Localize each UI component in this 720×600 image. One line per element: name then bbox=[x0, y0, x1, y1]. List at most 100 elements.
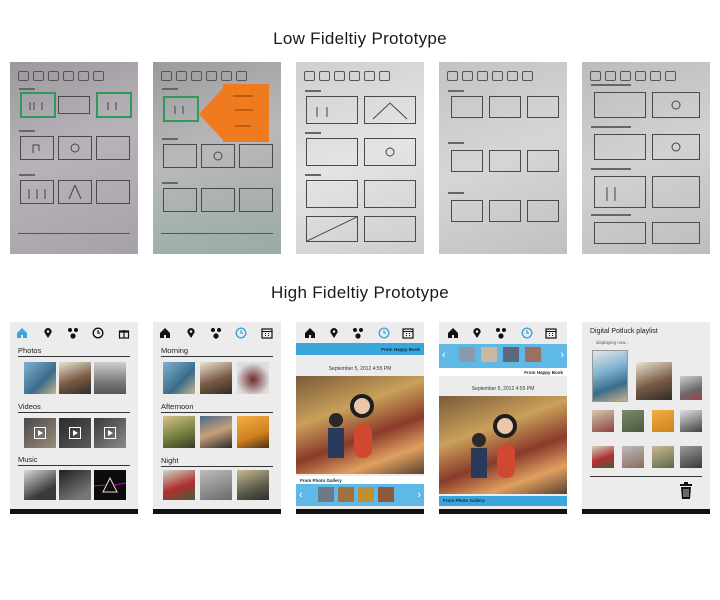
section-title: Videos bbox=[18, 402, 41, 411]
photo-thumbnail[interactable] bbox=[163, 362, 195, 394]
section-title: Morning bbox=[161, 346, 189, 355]
photo-thumbnail[interactable] bbox=[59, 362, 91, 394]
happybook-thumbnail[interactable] bbox=[481, 347, 497, 362]
sketch-4 bbox=[439, 62, 567, 254]
chevron-left-icon[interactable]: ‹ bbox=[299, 489, 303, 501]
featured-photo[interactable] bbox=[296, 376, 424, 474]
playlist-title: Digital Potluck playlist bbox=[590, 328, 658, 335]
clock-icon[interactable] bbox=[235, 326, 247, 339]
chevron-left-icon[interactable]: ‹ bbox=[442, 349, 446, 361]
sticky-note-arrow bbox=[199, 84, 269, 142]
gallery-strip: ‹ › bbox=[296, 484, 424, 506]
clock-icon[interactable] bbox=[521, 326, 533, 339]
sketch-2 bbox=[153, 62, 281, 254]
section-title: Afternoon bbox=[161, 402, 194, 411]
divider bbox=[18, 356, 130, 357]
playlist-photo[interactable] bbox=[592, 410, 614, 432]
gallery-thumbnail[interactable] bbox=[338, 487, 354, 502]
chevron-right-icon[interactable]: › bbox=[417, 489, 421, 501]
map-pin-icon[interactable] bbox=[42, 326, 54, 338]
photo-thumbnail[interactable] bbox=[163, 416, 195, 448]
playlist-photo[interactable] bbox=[652, 410, 674, 432]
playlist-photo[interactable] bbox=[652, 446, 674, 468]
top-ribbon-band bbox=[296, 343, 424, 355]
photo-thumbnail[interactable] bbox=[24, 362, 56, 394]
play-icon bbox=[104, 427, 116, 439]
album-cover[interactable] bbox=[93, 470, 127, 500]
playlist-photo[interactable] bbox=[680, 376, 702, 400]
gift-icon[interactable] bbox=[118, 326, 130, 339]
featured-photo[interactable] bbox=[439, 396, 567, 494]
hifi-screen-photo-view-alt: ‹ › From Happy Book September 5, 2012 4:… bbox=[439, 322, 567, 514]
video-thumbnail[interactable] bbox=[24, 418, 56, 448]
gallery-thumbnail[interactable] bbox=[358, 487, 374, 502]
happybook-thumbnail[interactable] bbox=[459, 347, 475, 362]
map-pin-icon[interactable] bbox=[328, 326, 340, 338]
hifi-screen-categories: Photos Videos Music bbox=[10, 322, 138, 514]
home-icon[interactable] bbox=[16, 326, 28, 338]
sketch-nav bbox=[590, 68, 700, 81]
clock-icon[interactable] bbox=[92, 326, 104, 339]
gallery-thumbnail[interactable] bbox=[318, 487, 334, 502]
happybook-thumbnail[interactable] bbox=[525, 347, 541, 362]
calendar-icon[interactable] bbox=[545, 326, 557, 339]
sketch-3 bbox=[296, 62, 424, 254]
play-icon bbox=[69, 427, 81, 439]
high-fidelity-heading: High Fideltiy Prototype bbox=[271, 283, 449, 302]
album-cover[interactable] bbox=[59, 470, 91, 500]
clock-icon[interactable] bbox=[378, 326, 390, 339]
gallery-label: From Photo Gallery bbox=[443, 498, 485, 503]
now-playing-photo[interactable] bbox=[592, 350, 628, 402]
photo-thumbnail[interactable] bbox=[200, 416, 232, 448]
section-title: Night bbox=[161, 456, 179, 465]
playlist-subtitle: displaying now... bbox=[596, 340, 630, 345]
sketch-nav bbox=[304, 68, 414, 81]
playlist-photo[interactable] bbox=[622, 410, 644, 432]
paw-icon[interactable] bbox=[352, 326, 364, 339]
hifi-screen-time-of-day: Morning Afternoon Night bbox=[153, 322, 281, 514]
album-cover[interactable] bbox=[24, 470, 56, 500]
playlist-photo[interactable] bbox=[622, 446, 644, 468]
home-icon[interactable] bbox=[159, 326, 171, 338]
playlist-photo[interactable] bbox=[680, 446, 702, 468]
playlist-photo[interactable] bbox=[592, 446, 614, 468]
playlist-photo[interactable] bbox=[636, 362, 672, 400]
source-label: From Happy Book bbox=[381, 347, 420, 352]
map-pin-icon[interactable] bbox=[471, 326, 483, 338]
top-nav bbox=[439, 322, 567, 342]
home-icon[interactable] bbox=[304, 326, 316, 338]
video-thumbnail[interactable] bbox=[59, 418, 91, 448]
play-icon bbox=[34, 427, 46, 439]
trash-icon[interactable] bbox=[678, 482, 694, 500]
photo-thumbnail[interactable] bbox=[237, 416, 269, 448]
map-pin-icon[interactable] bbox=[185, 326, 197, 338]
hifi-screen-playlist: Digital Potluck playlist displaying now.… bbox=[582, 322, 710, 514]
home-icon[interactable] bbox=[447, 326, 459, 338]
divider bbox=[161, 356, 273, 357]
photo-date: September 5, 2012 4:55 PM bbox=[328, 366, 392, 372]
chevron-right-icon[interactable]: › bbox=[560, 349, 564, 361]
photo-thumbnail[interactable] bbox=[163, 470, 195, 500]
gallery-thumbnail[interactable] bbox=[378, 487, 394, 502]
paw-icon[interactable] bbox=[210, 326, 222, 339]
low-fidelity-heading: Low Fideltiy Prototype bbox=[273, 29, 447, 48]
video-thumbnail[interactable] bbox=[94, 418, 126, 448]
source-label: From Happy Book bbox=[524, 370, 563, 375]
calendar-icon[interactable] bbox=[402, 326, 414, 339]
photo-thumbnail[interactable] bbox=[237, 362, 269, 394]
paw-icon[interactable] bbox=[495, 326, 507, 339]
photo-thumbnail[interactable] bbox=[237, 470, 269, 500]
photo-thumbnail[interactable] bbox=[200, 362, 232, 394]
divider bbox=[161, 412, 273, 413]
sketch-5 bbox=[582, 62, 710, 254]
happybook-thumbnail[interactable] bbox=[503, 347, 519, 362]
top-nav bbox=[153, 322, 281, 342]
photo-thumbnail[interactable] bbox=[200, 470, 232, 500]
divider bbox=[18, 412, 130, 413]
playlist-photo[interactable] bbox=[680, 410, 702, 432]
paw-icon[interactable] bbox=[67, 326, 79, 339]
divider bbox=[161, 466, 273, 467]
photo-thumbnail[interactable] bbox=[94, 362, 126, 394]
calendar-icon[interactable] bbox=[261, 326, 273, 339]
top-nav bbox=[296, 322, 424, 342]
